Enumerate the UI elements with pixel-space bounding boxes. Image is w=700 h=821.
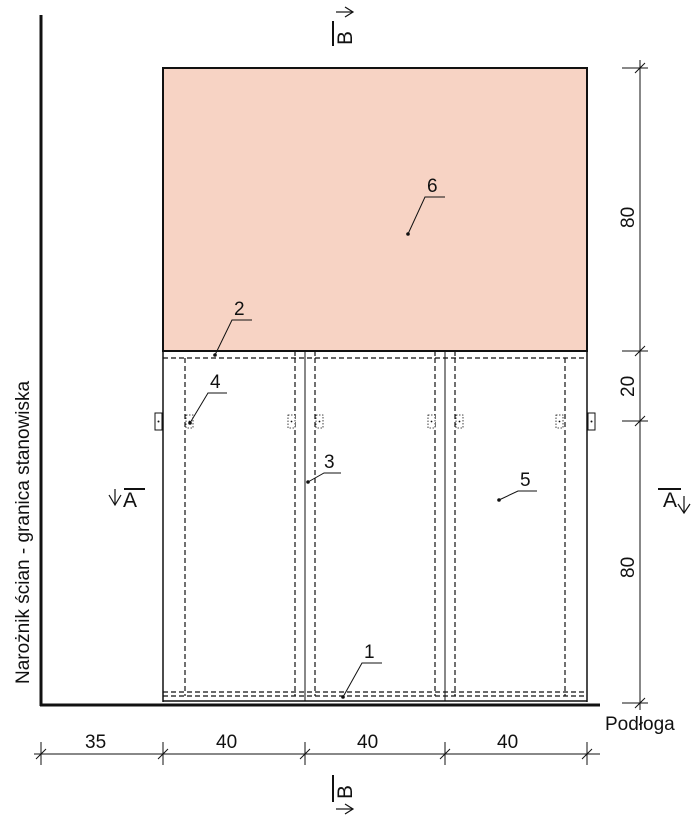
callout-2: 2 — [234, 299, 245, 320]
horizontal-dimension-line — [34, 742, 600, 765]
callout-leaders — [189, 196, 537, 698]
section-marker-a-left: A — [108, 488, 145, 512]
svg-text:A: A — [123, 489, 137, 512]
dim-v-1: 80 — [618, 207, 639, 228]
callout-3: 3 — [324, 452, 335, 473]
callout-4: 4 — [210, 372, 221, 393]
hidden-lines — [163, 351, 587, 697]
wall-corner-label: Narożnik ścian - granica stanowiska — [13, 380, 34, 684]
vertical-dimension-line — [622, 60, 648, 710]
svg-text:B: B — [334, 785, 357, 799]
floor-label: Podłoga — [605, 714, 675, 735]
hinges — [185, 414, 564, 429]
section-marker-b-bottom: B — [332, 775, 357, 815]
side-brackets — [154, 412, 596, 431]
dim-h-1: 35 — [85, 732, 106, 753]
dim-h-3: 40 — [357, 732, 378, 753]
callout-5: 5 — [520, 470, 531, 491]
dim-v-2: 20 — [618, 376, 639, 397]
svg-text:A: A — [663, 489, 677, 512]
section-marker-a-right: A — [658, 488, 691, 515]
upper-panel — [162, 67, 588, 352]
dim-h-4: 40 — [497, 732, 518, 753]
callout-6: 6 — [427, 176, 438, 197]
dim-h-2: 40 — [216, 732, 237, 753]
section-marker-b-top: B — [332, 6, 357, 46]
dim-v-3: 80 — [618, 557, 639, 578]
door-mullions — [304, 351, 446, 701]
svg-text:B: B — [334, 31, 357, 45]
callout-1: 1 — [364, 642, 375, 663]
